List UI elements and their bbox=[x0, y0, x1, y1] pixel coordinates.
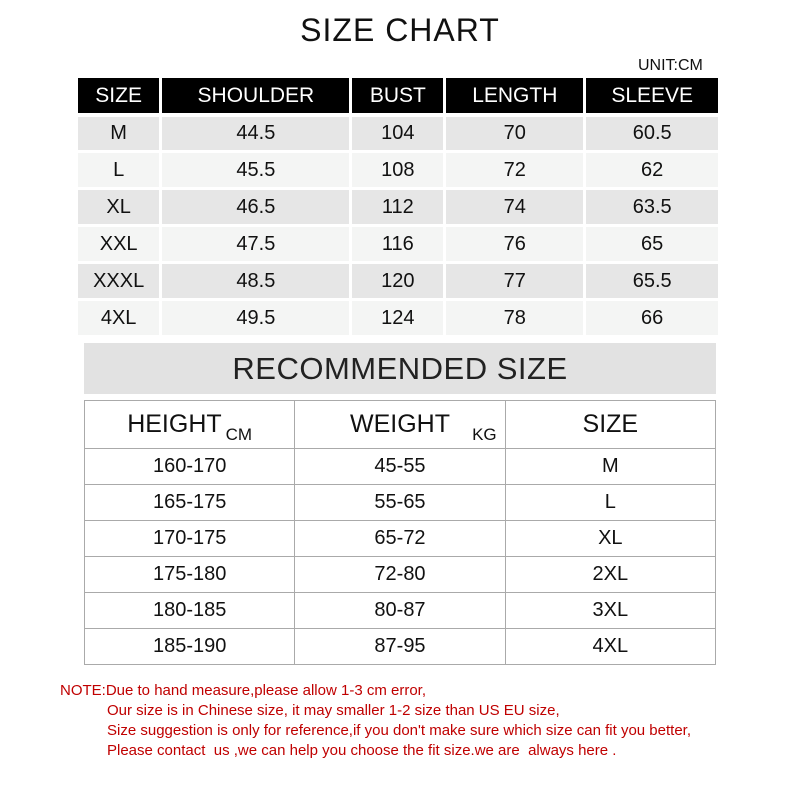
header-weight: WEIGHT KG bbox=[294, 400, 506, 449]
table-cell: 78 bbox=[443, 298, 584, 335]
recommended-size-heading: RECOMMENDED SIZE bbox=[84, 343, 716, 394]
table-cell: 46.5 bbox=[159, 187, 350, 224]
table-cell: M bbox=[504, 448, 717, 485]
table-cell: 175-180 bbox=[83, 556, 296, 593]
table-row: 165-175 55-65 L bbox=[83, 484, 717, 521]
note: NOTE:Due to hand measure,please allow 1-… bbox=[60, 681, 691, 761]
table-row: L 45.5 108 72 62 bbox=[78, 150, 718, 187]
table-row: M 44.5 104 70 60.5 bbox=[78, 113, 718, 150]
table-cell: 80-87 bbox=[294, 592, 506, 629]
table-cell: 4XL bbox=[78, 298, 160, 335]
table-cell: 165-175 bbox=[83, 484, 296, 521]
table-cell: 65.5 bbox=[583, 261, 718, 298]
table-cell: 87-95 bbox=[294, 628, 506, 665]
column-header: SIZE bbox=[78, 78, 160, 113]
table-cell: 160-170 bbox=[83, 448, 296, 485]
table-cell: 124 bbox=[349, 298, 444, 335]
weight-unit: KG bbox=[472, 425, 497, 444]
table-cell: XXXL bbox=[78, 261, 160, 298]
note-line: Size suggestion is only for reference,if… bbox=[107, 722, 691, 739]
table-cell: 120 bbox=[349, 261, 444, 298]
table-cell: 185-190 bbox=[83, 628, 296, 665]
table-cell: XL bbox=[504, 520, 717, 557]
table-cell: 60.5 bbox=[583, 113, 718, 150]
table-cell: 70 bbox=[443, 113, 584, 150]
table-cell: 48.5 bbox=[159, 261, 350, 298]
note-line: Please contact us ,we can help you choos… bbox=[107, 742, 617, 759]
table-cell: 44.5 bbox=[159, 113, 350, 150]
table-cell: L bbox=[504, 484, 717, 521]
unit-label: UNIT:CM bbox=[638, 57, 703, 74]
column-header: BUST bbox=[349, 78, 444, 113]
table-cell: 45-55 bbox=[294, 448, 506, 485]
table-row: 160-170 45-55 M bbox=[83, 448, 717, 485]
header-height: HEIGHT CM bbox=[83, 400, 296, 449]
page-title: SIZE CHART bbox=[300, 12, 500, 48]
table-row: 170-175 65-72 XL bbox=[83, 520, 717, 557]
table-cell: 66 bbox=[583, 298, 718, 335]
table-cell: 3XL bbox=[504, 592, 717, 629]
table-cell: 180-185 bbox=[83, 592, 296, 629]
height-unit: CM bbox=[225, 425, 253, 444]
header-size: SIZE bbox=[504, 400, 717, 449]
table-cell: 72-80 bbox=[294, 556, 506, 593]
table-cell: 62 bbox=[583, 150, 718, 187]
table-cell: 2XL bbox=[504, 556, 717, 593]
note-line: NOTE:Due to hand measure,please allow 1-… bbox=[60, 682, 426, 699]
size-chart-table: SIZE SHOULDER BUST LENGTH SLEEVE M 44.5 104 70 6… bbox=[78, 78, 718, 335]
note-line: Our size is in Chinese size, it may smal… bbox=[107, 702, 560, 719]
table-cell: 55-65 bbox=[294, 484, 506, 521]
table-cell: M bbox=[78, 113, 160, 150]
table-cell: 76 bbox=[443, 224, 584, 261]
column-header: SHOULDER bbox=[159, 78, 350, 113]
table-cell: 112 bbox=[349, 187, 444, 224]
table-row: XXL 47.5 116 76 65 bbox=[78, 224, 718, 261]
table-cell: 65-72 bbox=[294, 520, 506, 557]
recommended-size-table: HEIGHT CM WEIGHT KG SIZE 160-170 45-55 M 165-… bbox=[83, 400, 717, 665]
table-cell: 108 bbox=[349, 150, 444, 187]
table-cell: 72 bbox=[443, 150, 584, 187]
table-cell: 104 bbox=[349, 113, 444, 150]
table-row: XL 46.5 112 74 63.5 bbox=[78, 187, 718, 224]
table-cell: 45.5 bbox=[159, 150, 350, 187]
weight-label: WEIGHT bbox=[349, 410, 450, 438]
column-header: SLEEVE bbox=[583, 78, 718, 113]
table-cell: 116 bbox=[349, 224, 444, 261]
table-cell: XXL bbox=[78, 224, 160, 261]
height-label: HEIGHT bbox=[127, 410, 222, 438]
table-row: 4XL 49.5 124 78 66 bbox=[78, 298, 718, 335]
table-row: XXXL 48.5 120 77 65.5 bbox=[78, 261, 718, 298]
table-cell: 4XL bbox=[504, 628, 717, 665]
table-cell: L bbox=[78, 150, 160, 187]
table-cell: 63.5 bbox=[583, 187, 718, 224]
table-row: 175-180 72-80 2XL bbox=[83, 556, 717, 593]
table-cell: 74 bbox=[443, 187, 584, 224]
table-cell: 49.5 bbox=[159, 298, 350, 335]
table-cell: XL bbox=[78, 187, 160, 224]
table-row: 185-190 87-95 4XL bbox=[83, 628, 717, 665]
table-cell: 47.5 bbox=[159, 224, 350, 261]
table-cell: 65 bbox=[583, 224, 718, 261]
column-header: LENGTH bbox=[443, 78, 584, 113]
table-row: 180-185 80-87 3XL bbox=[83, 592, 717, 629]
table-cell: 170-175 bbox=[83, 520, 296, 557]
table-cell: 77 bbox=[443, 261, 584, 298]
